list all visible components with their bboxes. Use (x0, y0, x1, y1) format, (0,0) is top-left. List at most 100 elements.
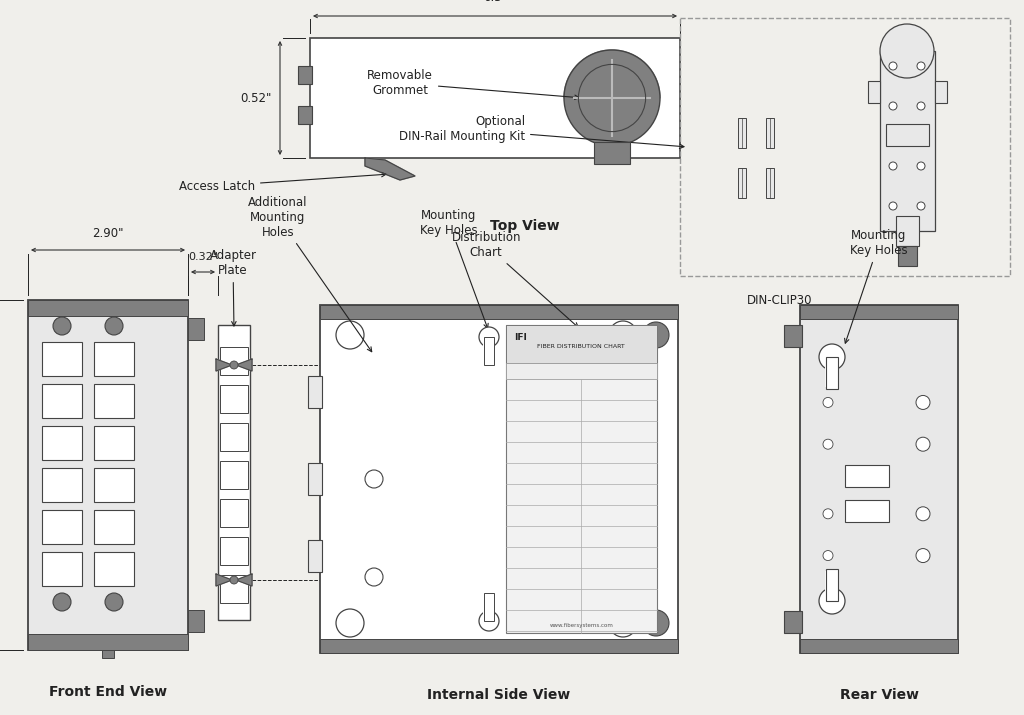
Bar (220, 423, 248, 451)
Circle shape (365, 568, 383, 586)
Bar (220, 461, 248, 489)
Bar (42, 384, 82, 418)
Circle shape (889, 62, 897, 70)
Bar (28, 634, 188, 650)
Text: 2.90": 2.90" (92, 227, 124, 240)
Circle shape (479, 611, 499, 631)
Bar (896, 216, 919, 246)
Circle shape (365, 470, 383, 488)
Text: 0.52": 0.52" (241, 92, 272, 104)
Text: Front End View: Front End View (49, 685, 167, 699)
Bar (506, 363, 656, 379)
Circle shape (643, 610, 669, 636)
Bar (319, 305, 678, 653)
Bar (218, 325, 250, 620)
Bar (42, 552, 82, 586)
Bar (845, 465, 889, 487)
Bar (484, 337, 494, 365)
Bar (220, 385, 248, 413)
Bar (825, 357, 839, 387)
Text: www.fibersystems.com: www.fibersystems.com (550, 623, 613, 628)
Bar (784, 611, 802, 633)
Circle shape (918, 62, 925, 70)
Bar (42, 468, 82, 502)
Bar (898, 246, 918, 266)
Bar (102, 650, 114, 658)
Circle shape (230, 576, 238, 584)
Bar (42, 342, 82, 376)
Bar (594, 142, 630, 164)
Bar (298, 66, 312, 84)
Bar (308, 376, 322, 408)
Circle shape (609, 321, 637, 349)
Circle shape (823, 439, 833, 449)
Bar (94, 468, 134, 502)
Circle shape (230, 361, 238, 369)
Bar (868, 81, 880, 103)
Text: Access Latch: Access Latch (179, 172, 386, 192)
Text: Removable
Grommet: Removable Grommet (367, 69, 580, 99)
Circle shape (53, 593, 71, 611)
Bar (766, 118, 774, 148)
Text: Distribution
Chart: Distribution Chart (452, 231, 579, 327)
Bar (319, 305, 678, 319)
Text: Top View: Top View (490, 219, 560, 233)
Bar (935, 81, 947, 103)
Bar (506, 325, 656, 363)
Bar (188, 318, 204, 340)
Bar (800, 305, 958, 653)
Bar (310, 38, 680, 158)
Bar (94, 384, 134, 418)
Text: Internal Side View: Internal Side View (427, 688, 570, 702)
Circle shape (916, 395, 930, 410)
Text: IFI: IFI (514, 332, 527, 342)
Circle shape (916, 548, 930, 563)
Circle shape (880, 24, 934, 78)
Bar (483, 337, 495, 363)
Bar (784, 325, 802, 347)
Bar (484, 593, 494, 621)
Bar (319, 639, 678, 653)
Text: FIBER DISTRIBUTION CHART: FIBER DISTRIBUTION CHART (538, 345, 626, 350)
Circle shape (889, 202, 897, 210)
Bar (42, 510, 82, 544)
Polygon shape (236, 574, 252, 586)
Bar (94, 426, 134, 460)
Bar (308, 540, 322, 571)
Bar (298, 106, 312, 124)
Text: Mounting
Key Holes: Mounting Key Holes (420, 209, 488, 328)
Circle shape (336, 321, 364, 349)
Bar (825, 571, 839, 601)
Bar (28, 300, 188, 650)
Circle shape (823, 509, 833, 519)
Bar (483, 595, 495, 621)
Bar (188, 610, 204, 632)
Polygon shape (236, 359, 252, 371)
Bar (738, 118, 746, 148)
Bar (826, 569, 838, 601)
Bar (28, 300, 188, 316)
Bar (800, 639, 958, 653)
Bar (220, 347, 248, 375)
Bar (800, 305, 958, 319)
Text: 6.3": 6.3" (483, 0, 507, 4)
Circle shape (918, 162, 925, 170)
Bar (94, 342, 134, 376)
Bar (220, 537, 248, 565)
Bar (94, 552, 134, 586)
Bar (220, 575, 248, 603)
Text: Optional
DIN-Rail Mounting Kit: Optional DIN-Rail Mounting Kit (399, 115, 684, 149)
Circle shape (916, 507, 930, 521)
Circle shape (53, 317, 71, 335)
Circle shape (643, 322, 669, 348)
Text: Mounting
Key Holes: Mounting Key Holes (845, 229, 908, 343)
Circle shape (819, 344, 845, 370)
Bar (220, 499, 248, 527)
Text: 0.32": 0.32" (188, 252, 218, 262)
Circle shape (336, 609, 364, 637)
Circle shape (889, 102, 897, 110)
Circle shape (819, 588, 845, 614)
Circle shape (823, 398, 833, 408)
Circle shape (105, 593, 123, 611)
Circle shape (889, 162, 897, 170)
